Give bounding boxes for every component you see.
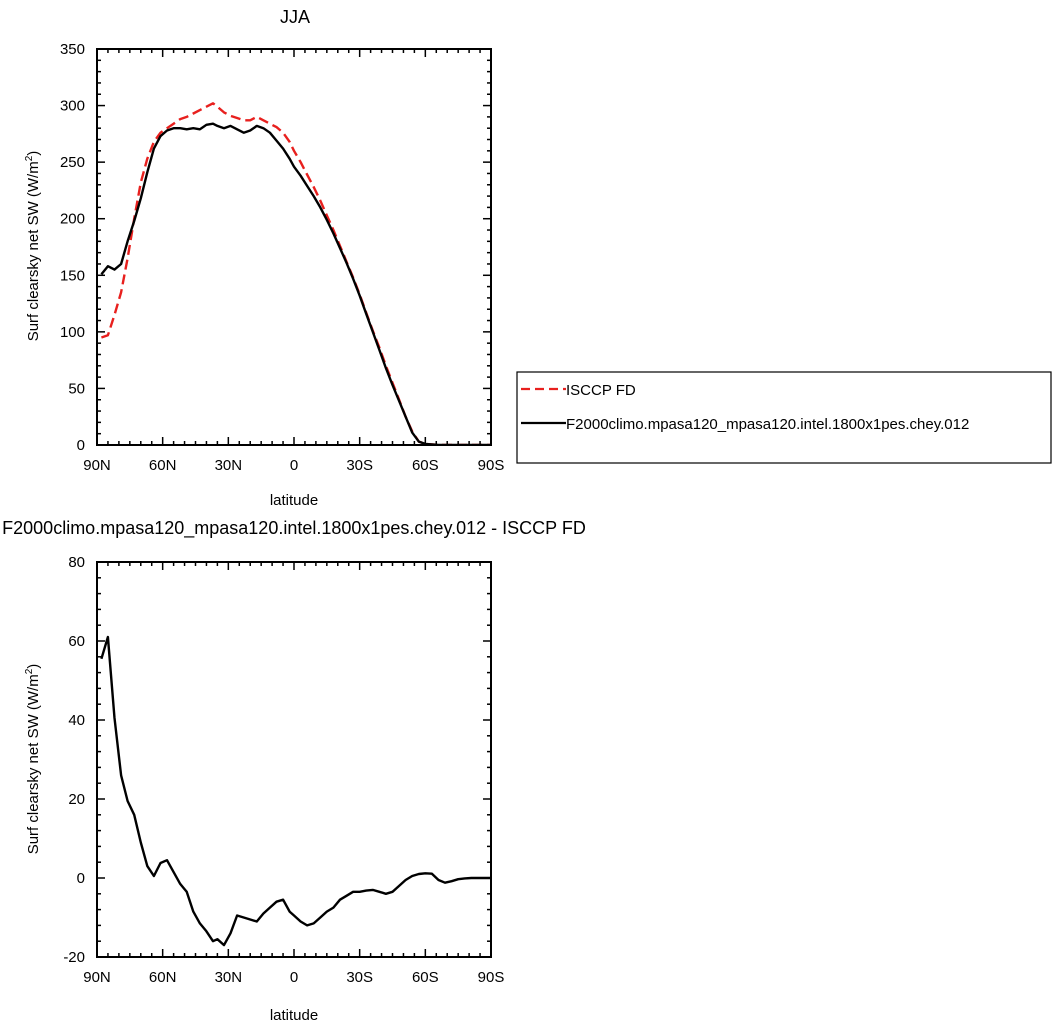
top-plot-frame <box>96 48 492 446</box>
bottom-x-tick-label: 0 <box>290 969 298 986</box>
bottom-x-tick-label: 60N <box>149 969 177 986</box>
bottom-panel-title: F2000climo.mpasa120_mpasa120.intel.1800x… <box>2 518 586 539</box>
top-y-tick-label: 50 <box>68 380 85 397</box>
top-x-tick-label: 30S <box>346 457 373 474</box>
bottom-x-tick-label: 30N <box>215 969 243 986</box>
bottom-y-tick-label: 60 <box>68 633 85 650</box>
top-x-tick-label: 90N <box>83 457 111 474</box>
top-x-axis-title: latitude <box>270 492 318 509</box>
legend-label-model: F2000climo.mpasa120_mpasa120.intel.1800x… <box>566 416 969 433</box>
top-y-tick-label: 200 <box>60 211 85 228</box>
legend-label-isccp-fd: ISCCP FD <box>566 382 636 399</box>
top-y-tick-label: 100 <box>60 324 85 341</box>
top-y-tick-label: 0 <box>77 437 85 454</box>
top-x-tick-label: 30N <box>215 457 243 474</box>
top-x-tick-label: 60S <box>412 457 439 474</box>
bottom-x-tick-label: 60S <box>412 969 439 986</box>
bottom-y-axis-title: Surf clearsky net SW (W/m2) <box>24 664 42 855</box>
top-x-tick-label: 60N <box>149 457 177 474</box>
top-y-tick-label: 250 <box>60 154 85 171</box>
top-series-line-0 <box>101 102 491 445</box>
bottom-y-tick-label: 20 <box>68 791 85 808</box>
top-panel-title: JJA <box>280 7 310 27</box>
bottom-x-tick-label: 90N <box>83 969 111 986</box>
top-series-line-1 <box>100 122 491 445</box>
bottom-y-tick-label: 40 <box>68 712 85 729</box>
bottom-series-line-0 <box>100 635 491 947</box>
top-x-tick-label: 0 <box>290 457 298 474</box>
bottom-plot-frame <box>96 561 492 958</box>
bottom-panel: F2000climo.mpasa120_mpasa120.intel.1800x… <box>2 518 586 1024</box>
top-x-tick-label: 90S <box>478 457 505 474</box>
top-panel: JJA latitude Surf clearsky net SW (W/m2)… <box>24 7 504 509</box>
top-y-tick-label: 350 <box>60 41 85 58</box>
bottom-y-tick-label: 80 <box>68 554 85 571</box>
top-y-axis-title: Surf clearsky net SW (W/m2) <box>24 151 42 342</box>
bottom-x-axis-title: latitude <box>270 1007 318 1024</box>
bottom-y-tick-label: -20 <box>63 949 85 966</box>
legend-frame <box>516 371 1052 464</box>
top-y-tick-label: 150 <box>60 267 85 284</box>
bottom-x-tick-label: 90S <box>478 969 505 986</box>
top-y-tick-label: 300 <box>60 98 85 115</box>
bottom-y-tick-label: 0 <box>77 870 85 887</box>
legend: ISCCP FD F2000climo.mpasa120_mpasa120.in… <box>516 371 1052 464</box>
bottom-x-tick-label: 30S <box>346 969 373 986</box>
